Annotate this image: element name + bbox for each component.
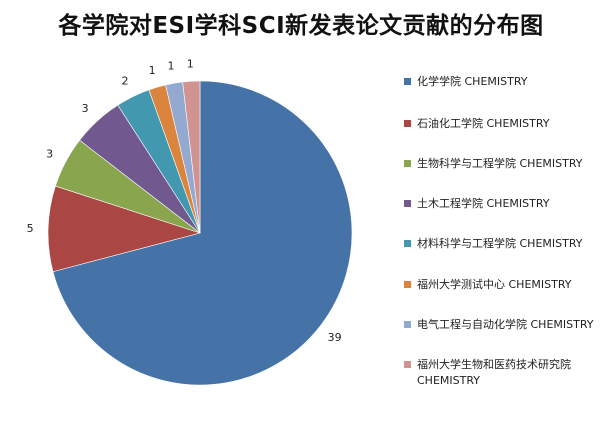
legend-swatch	[404, 160, 411, 167]
chart-title: 各学院对ESI学科SCI新发表论文贡献的分布图	[58, 13, 544, 39]
legend-label: 材料科学与工程学院 CHEMISTRY	[417, 237, 583, 250]
legend-label: 福州大学测试中心 CHEMISTRY	[417, 278, 572, 291]
legend-swatch	[404, 200, 411, 207]
legend-label: 福州大学生物和医药技术研究院 CHEMISTRY	[417, 358, 571, 387]
legend-label: 土木工程学院 CHEMISTRY	[417, 197, 550, 210]
legend-label: 化学学院 CHEMISTRY	[417, 75, 528, 88]
data-label-6: 1	[149, 64, 156, 77]
legend-swatch	[404, 361, 411, 368]
legend-swatch	[404, 321, 411, 328]
data-label-2: 5	[27, 222, 34, 235]
legend-label: 电气工程与自动化学院 CHEMISTRY	[417, 318, 594, 331]
data-label-5: 2	[122, 74, 129, 87]
legend-swatch	[404, 120, 411, 127]
data-label-8: 1	[187, 57, 194, 70]
data-label-1: 39	[328, 331, 342, 344]
legend-swatch	[404, 240, 411, 247]
legend-swatch	[404, 281, 411, 288]
legend-label: 石油化工学院 CHEMISTRY	[417, 117, 550, 130]
data-label-7: 1	[168, 60, 175, 73]
pie-slice-2	[47, 185, 202, 273]
data-label-4: 3	[82, 102, 89, 115]
pie-slice-8	[182, 80, 201, 234]
legend-swatch	[404, 78, 411, 85]
data-label-3: 3	[46, 148, 53, 161]
legend-label: 生物科学与工程学院 CHEMISTRY	[417, 157, 583, 170]
pie-slice-1	[52, 80, 353, 386]
